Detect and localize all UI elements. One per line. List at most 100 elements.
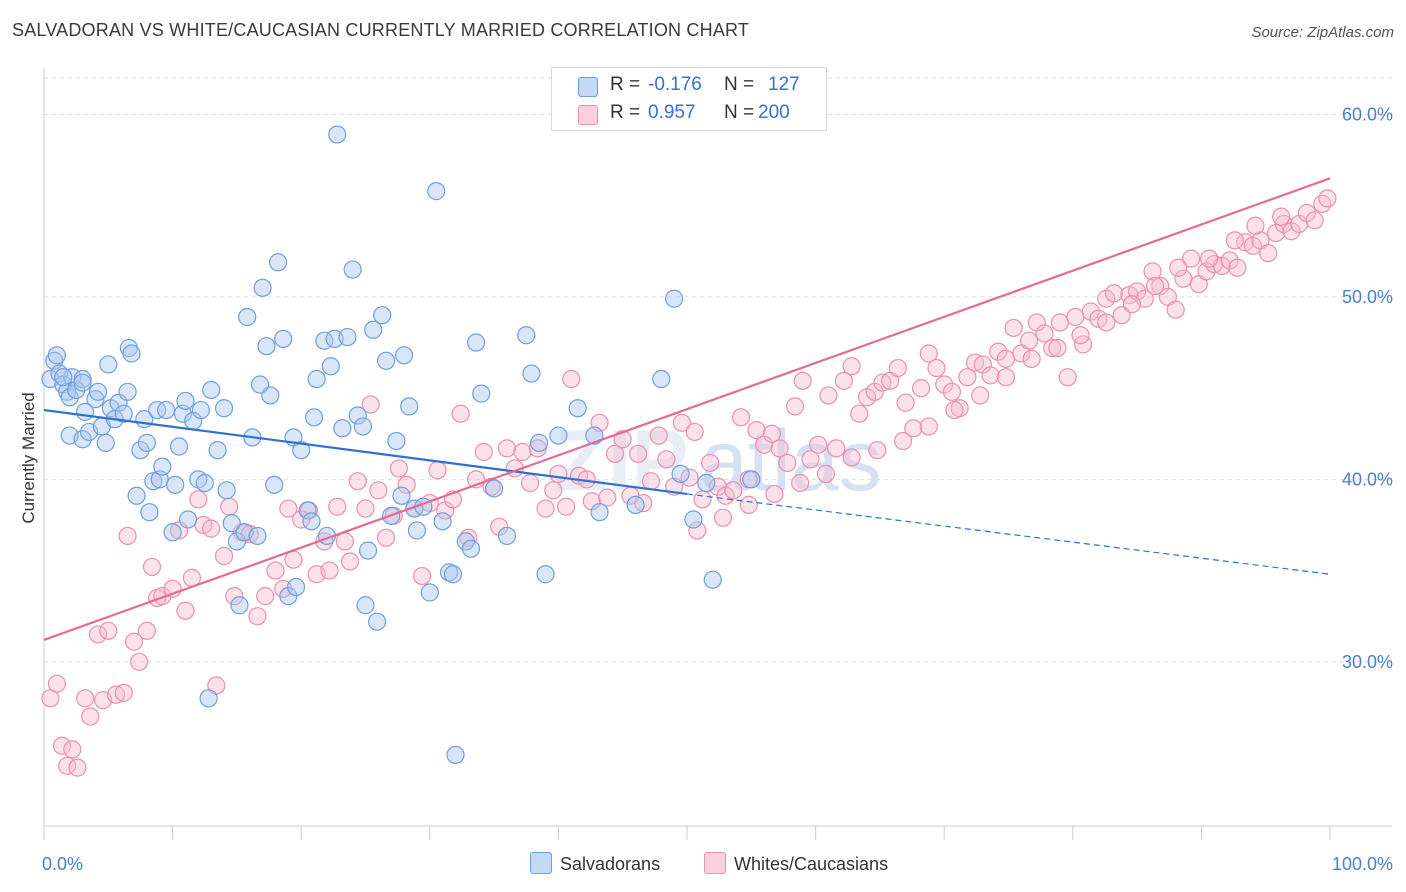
whites-point — [1004, 318, 1023, 338]
salvadoran-point — [472, 384, 491, 403]
salvadoran-point — [328, 125, 347, 144]
salvadoran-point — [358, 541, 378, 560]
whites-point — [153, 587, 172, 606]
whites-point — [52, 736, 72, 755]
whites-point — [996, 349, 1016, 369]
salvadoran-point — [338, 327, 357, 347]
whites-point — [1166, 300, 1185, 319]
y-tick-label: 40.0% — [1342, 469, 1393, 489]
legend-n-label: N = — [724, 74, 755, 95]
legend-row-whites: R = 0.957 N = 200 — [552, 100, 826, 128]
salvadoran-point — [590, 503, 609, 522]
salvadoran-point — [433, 512, 452, 531]
whites-point — [124, 632, 144, 651]
salvadoran-point — [86, 389, 105, 409]
whites-point — [747, 421, 766, 440]
salvadoran-point — [274, 329, 293, 348]
whites-point — [919, 344, 938, 363]
y-tick-label: 30.0% — [1342, 652, 1393, 672]
whites-point — [762, 424, 781, 443]
salvadoran-point — [253, 278, 272, 297]
salvadoran-point — [176, 391, 195, 411]
salvadoran-point — [626, 495, 645, 515]
whites-point — [279, 499, 298, 518]
salvadoran-point — [208, 441, 227, 460]
whites-point — [981, 366, 1000, 385]
salvadoran-point — [394, 346, 414, 365]
salvadoran-point — [88, 382, 108, 401]
legend-n-value: 200 — [758, 102, 790, 123]
legend-n-label: N = — [724, 102, 755, 123]
salvadoran-point — [114, 404, 133, 423]
salvadoran-point — [443, 565, 463, 584]
whites-point — [88, 625, 108, 644]
whites-point — [1200, 249, 1219, 268]
y-tick-label: 60.0% — [1342, 104, 1393, 124]
whites-point — [412, 566, 432, 586]
whites-point — [842, 448, 861, 467]
salvadoran-point — [684, 510, 703, 529]
salvadoran-point — [497, 526, 517, 546]
legend-swatch-pink — [578, 105, 598, 125]
salvadoran-point — [67, 380, 86, 400]
salvadoran-point — [238, 307, 257, 327]
salvadoran-point — [137, 433, 156, 452]
whites-point — [942, 382, 962, 401]
salvadoran-point — [195, 473, 214, 493]
whites-point — [118, 526, 137, 546]
whites-point — [220, 497, 239, 516]
whites-point — [971, 386, 990, 405]
whites-point — [1066, 307, 1085, 327]
salvadoran-point — [353, 417, 373, 436]
trend-lines — [43, 177, 1331, 641]
whites-point — [376, 528, 396, 547]
whites-point — [919, 417, 938, 436]
whites-point — [1043, 338, 1062, 358]
whites-point — [536, 499, 555, 518]
whites-point — [868, 441, 887, 460]
whites-point — [284, 550, 303, 569]
whites-point — [613, 430, 632, 449]
legend-r-value: 0.957 — [648, 102, 696, 123]
whites-point — [1050, 313, 1070, 332]
legend-swatch-blue — [578, 77, 598, 97]
salvadoran-point — [298, 501, 317, 520]
whites-point — [266, 561, 285, 580]
whites-point — [256, 587, 275, 606]
whites-point — [685, 422, 704, 442]
whites-point — [340, 552, 360, 571]
salvadoran-point — [166, 475, 185, 494]
salvadoran-point — [367, 612, 387, 631]
series-salvadorans — [41, 125, 761, 764]
bottom-legend-whites: Whites/Caucasians — [704, 852, 888, 875]
y-tick-label: 50.0% — [1342, 287, 1393, 307]
whites-point — [1048, 338, 1067, 358]
legend-r-value: -0.176 — [648, 74, 702, 95]
whites-point — [1081, 302, 1100, 321]
whites-point — [911, 379, 931, 398]
whites-point — [1318, 189, 1337, 208]
salvadoran-point — [485, 479, 504, 498]
whites-point — [142, 557, 162, 577]
whites-point — [225, 587, 244, 606]
salvadoran-point — [446, 745, 465, 764]
salvadoran-point — [279, 587, 298, 606]
series-whites-caucasians — [41, 189, 1337, 777]
whites-point — [1169, 258, 1188, 277]
salvadoran-point — [387, 431, 406, 451]
salvadoran-point — [420, 583, 439, 602]
salvadoran-point — [54, 368, 73, 387]
whites-point — [785, 397, 805, 416]
salvadoran-point — [73, 430, 92, 449]
bottom-legend-swatch-pink — [704, 852, 726, 874]
x-tick-label: 100.0% — [1332, 854, 1393, 874]
whites-point — [989, 342, 1008, 361]
whites-point — [1313, 194, 1332, 213]
whites-point — [809, 435, 828, 454]
whites-point — [68, 758, 87, 777]
salvadoran-point — [304, 408, 324, 427]
whites-point — [793, 371, 812, 390]
whites-point — [1104, 284, 1124, 303]
whites-point — [904, 419, 923, 438]
salvadoran-point — [144, 472, 163, 491]
